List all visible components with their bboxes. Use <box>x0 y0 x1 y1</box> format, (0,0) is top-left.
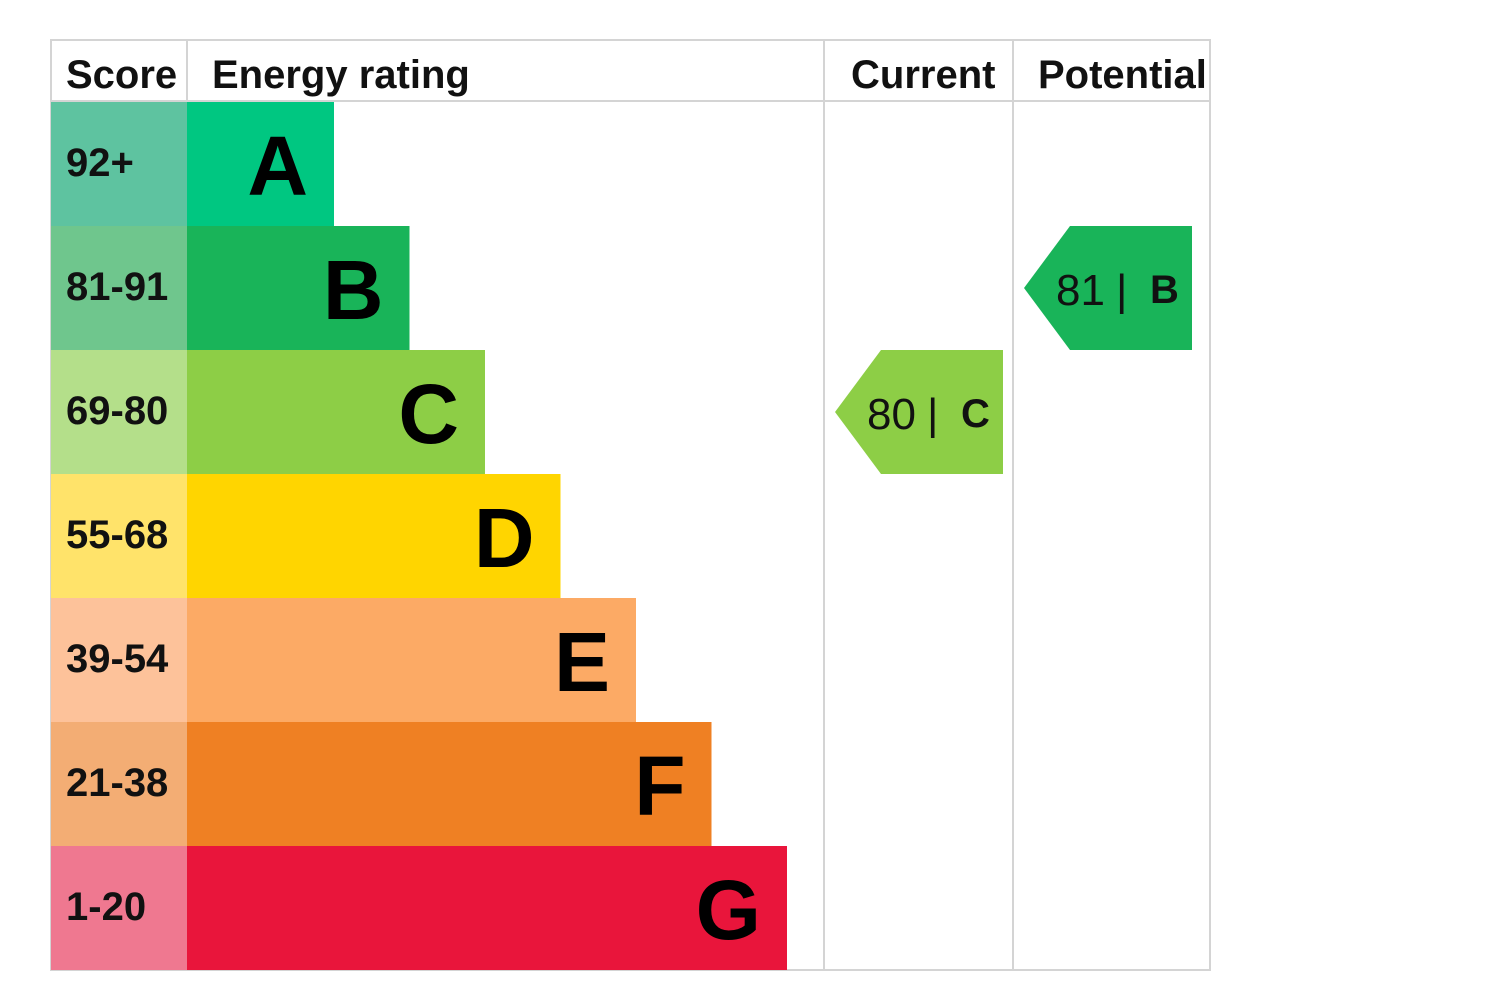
score-cell-b <box>51 226 187 350</box>
score-label-a: 92+ <box>66 141 134 185</box>
score-cell-f <box>51 722 187 846</box>
rating-bar-f <box>187 722 712 846</box>
score-cell-e <box>51 598 187 722</box>
current-rating-separator: | <box>927 390 938 439</box>
rating-letter-e: E <box>554 615 610 709</box>
score-label-c: 69-80 <box>66 389 168 433</box>
rating-letter-c: C <box>398 367 459 461</box>
header-score: Score <box>66 53 177 97</box>
potential-rating-separator: | <box>1116 266 1127 315</box>
score-label-d: 55-68 <box>66 513 168 557</box>
rating-letter-b: B <box>323 243 384 337</box>
current-rating-value: 80 <box>867 390 916 439</box>
rating-arrows: 80 | C81 | B <box>835 226 1192 474</box>
score-cell-c <box>51 350 187 474</box>
rating-bar-d <box>187 474 561 598</box>
header-potential: Potential <box>1038 53 1207 97</box>
score-cell-g <box>51 846 187 970</box>
rating-bar-e <box>187 598 636 722</box>
header-energy-rating: Energy rating <box>212 53 470 97</box>
score-label-g: 1-20 <box>66 885 146 929</box>
score-label-f: 21-38 <box>66 761 168 805</box>
potential-rating-arrow <box>1024 226 1192 350</box>
rating-bar-a <box>187 102 334 226</box>
score-label-b: 81-91 <box>66 265 168 309</box>
rating-letter-f: F <box>634 739 685 833</box>
score-label-e: 39-54 <box>66 637 169 681</box>
rating-letter-d: D <box>474 491 535 585</box>
potential-rating-value: 81 <box>1056 266 1105 315</box>
rating-bands: 92+ A 81-91 B 69-80 C 55-68 D 39-54 E 21-38 F 1-20 G <box>51 102 787 970</box>
potential-rating-letter: B <box>1150 268 1179 312</box>
rating-bar-c <box>187 350 485 474</box>
header-current: Current <box>851 53 995 97</box>
score-cell-d <box>51 474 187 598</box>
rating-letter-a: A <box>247 119 308 213</box>
rating-bar-b <box>187 226 410 350</box>
rating-bar-g <box>187 846 787 970</box>
current-rating-arrow <box>835 350 1003 474</box>
score-cell-a <box>51 102 187 226</box>
rating-letter-g: G <box>696 863 761 957</box>
current-rating-letter: C <box>961 392 990 436</box>
